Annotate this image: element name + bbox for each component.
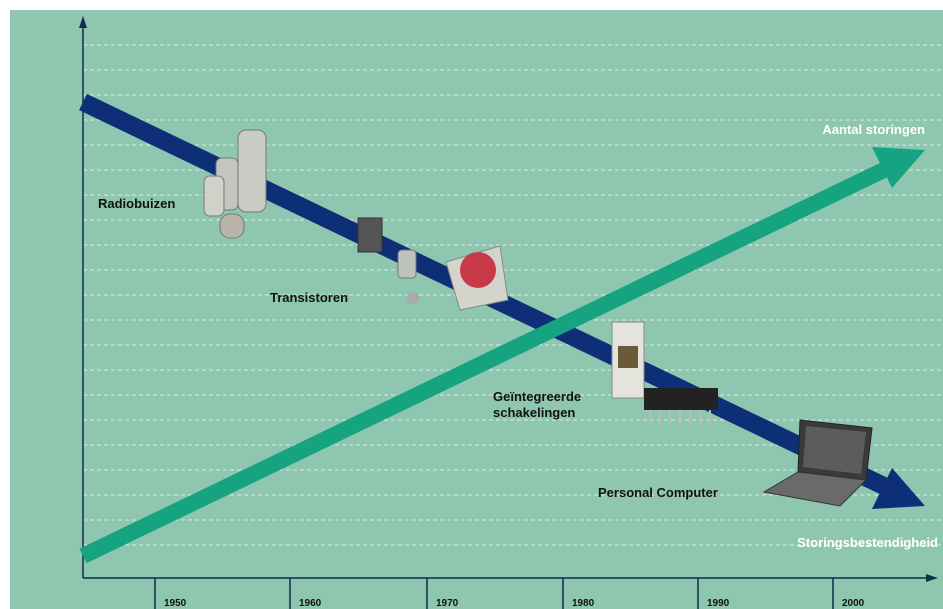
- ic-label: schakelingen: [493, 405, 575, 420]
- year-label: 1960: [299, 598, 322, 609]
- year-label: 1950: [164, 598, 187, 609]
- year-label: 1970: [436, 598, 459, 609]
- laptop-icon: [762, 419, 873, 507]
- failures-arrow: [79, 160, 892, 564]
- transistors-icon: [357, 217, 509, 311]
- tubes-label: Radiobuizen: [98, 196, 175, 211]
- ic-icon: [611, 321, 718, 424]
- pc-label: Personal Computer: [598, 485, 718, 500]
- year-label: 1980: [572, 598, 595, 609]
- reliability-label: Storingsbestendigheid: [797, 535, 938, 550]
- tubes-icon: [203, 129, 267, 239]
- axes: [82, 24, 930, 609]
- year-label: 1990: [707, 598, 730, 609]
- failures-arrowhead: [872, 147, 925, 188]
- failures-label: Aantal storingen: [822, 122, 925, 137]
- y-arrowhead: [79, 16, 87, 28]
- x-arrowhead: [926, 574, 938, 582]
- ic-label: Geïntegreerde: [493, 389, 581, 404]
- transistors-label: Transistoren: [270, 290, 348, 305]
- year-label: 2000: [842, 598, 865, 609]
- reliability-arrowhead: [872, 468, 925, 509]
